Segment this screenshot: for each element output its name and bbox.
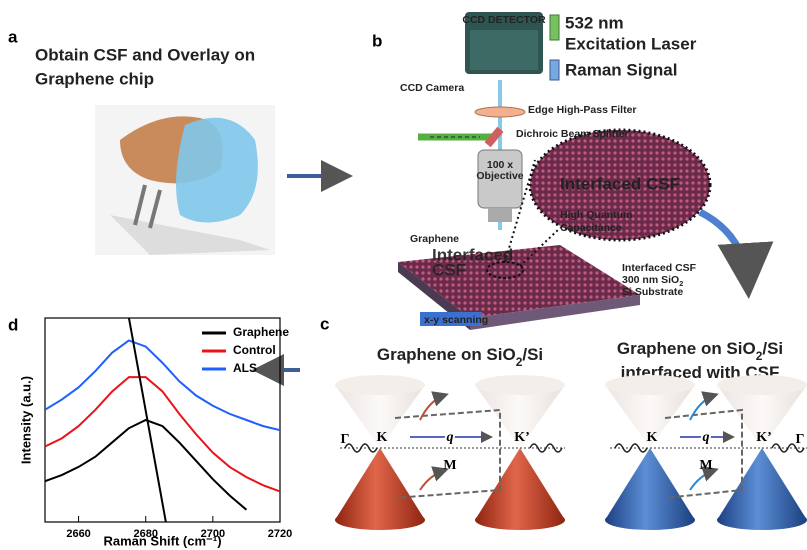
legend-label: Control bbox=[233, 343, 276, 357]
label: b bbox=[372, 31, 382, 50]
label: Obtain CSF and Overlay on bbox=[35, 45, 255, 64]
label: Graphene chip bbox=[35, 69, 154, 88]
label-part: Interfaced CSF bbox=[622, 262, 697, 274]
label: M bbox=[443, 458, 456, 473]
label: Edge High-Pass Filter bbox=[528, 104, 637, 116]
label: High Quantum bbox=[560, 209, 632, 221]
cone bbox=[475, 510, 565, 530]
cone bbox=[717, 448, 807, 520]
cone bbox=[605, 510, 695, 530]
label: q bbox=[447, 430, 454, 445]
label: K bbox=[377, 430, 388, 445]
patient-illustration bbox=[95, 105, 275, 255]
cone bbox=[605, 375, 695, 395]
label: Graphene bbox=[410, 233, 459, 245]
cone bbox=[335, 510, 425, 530]
label: q bbox=[703, 430, 710, 445]
scatter-path bbox=[395, 410, 500, 498]
cone bbox=[605, 448, 695, 520]
label: Γ bbox=[341, 432, 350, 447]
cone bbox=[335, 375, 425, 395]
cone bbox=[475, 375, 565, 395]
label: Γ bbox=[796, 432, 805, 447]
cone bbox=[475, 448, 565, 520]
label: K’ bbox=[756, 430, 772, 445]
figure: 2660268027002720Raman Shift (cm⁻¹)Intens… bbox=[0, 0, 807, 550]
label-part: /Si bbox=[762, 339, 783, 358]
cone bbox=[717, 510, 807, 530]
label: x-y scanning bbox=[424, 314, 488, 326]
label: Excitation Laser bbox=[565, 34, 697, 53]
series-line bbox=[45, 377, 280, 491]
y-axis-label: Intensity (a.u.) bbox=[18, 376, 33, 464]
label: CCD DETECTOR bbox=[462, 14, 546, 26]
emission bbox=[690, 395, 715, 420]
label: Interfaced CSF bbox=[622, 262, 697, 274]
cone bbox=[335, 448, 425, 520]
label: Objective bbox=[476, 170, 523, 182]
label: Graphene on SiO2/Si bbox=[377, 345, 543, 369]
label-part: Graphene on SiO bbox=[377, 345, 516, 364]
label: K bbox=[647, 430, 658, 445]
label: M bbox=[699, 458, 712, 473]
label: K’ bbox=[514, 430, 530, 445]
series-line bbox=[45, 420, 246, 510]
label: c bbox=[320, 314, 329, 333]
label: Si Substrate bbox=[622, 286, 683, 298]
legend-label: Graphene bbox=[233, 325, 289, 339]
arrow bbox=[700, 212, 748, 285]
label: Graphene on SiO2/Si bbox=[617, 339, 783, 363]
label: a bbox=[8, 27, 18, 46]
label: CCD Camera bbox=[400, 82, 464, 94]
label-part: Si Substrate bbox=[622, 286, 683, 298]
label-part: Graphene on SiO bbox=[617, 339, 756, 358]
scatter-path bbox=[665, 410, 742, 498]
x-tick-label: 2720 bbox=[268, 528, 292, 540]
label: d bbox=[8, 315, 18, 334]
cone bbox=[717, 375, 807, 395]
x-axis-label: Raman Shift (cm⁻¹) bbox=[103, 533, 221, 548]
label-part: /Si bbox=[522, 345, 543, 364]
legend-label: ALS bbox=[233, 361, 257, 375]
emission bbox=[420, 470, 445, 490]
label: 532 nm bbox=[565, 13, 624, 32]
label: Interfaced CSF bbox=[560, 174, 680, 193]
label: CSF bbox=[432, 260, 466, 279]
label-part: 300 nm SiO bbox=[622, 274, 679, 286]
label: Capacitance bbox=[560, 222, 622, 234]
label: Raman Signal bbox=[565, 60, 677, 79]
x-tick-label: 2660 bbox=[66, 528, 90, 540]
label: Dichroic Beam Splitter bbox=[516, 128, 629, 140]
